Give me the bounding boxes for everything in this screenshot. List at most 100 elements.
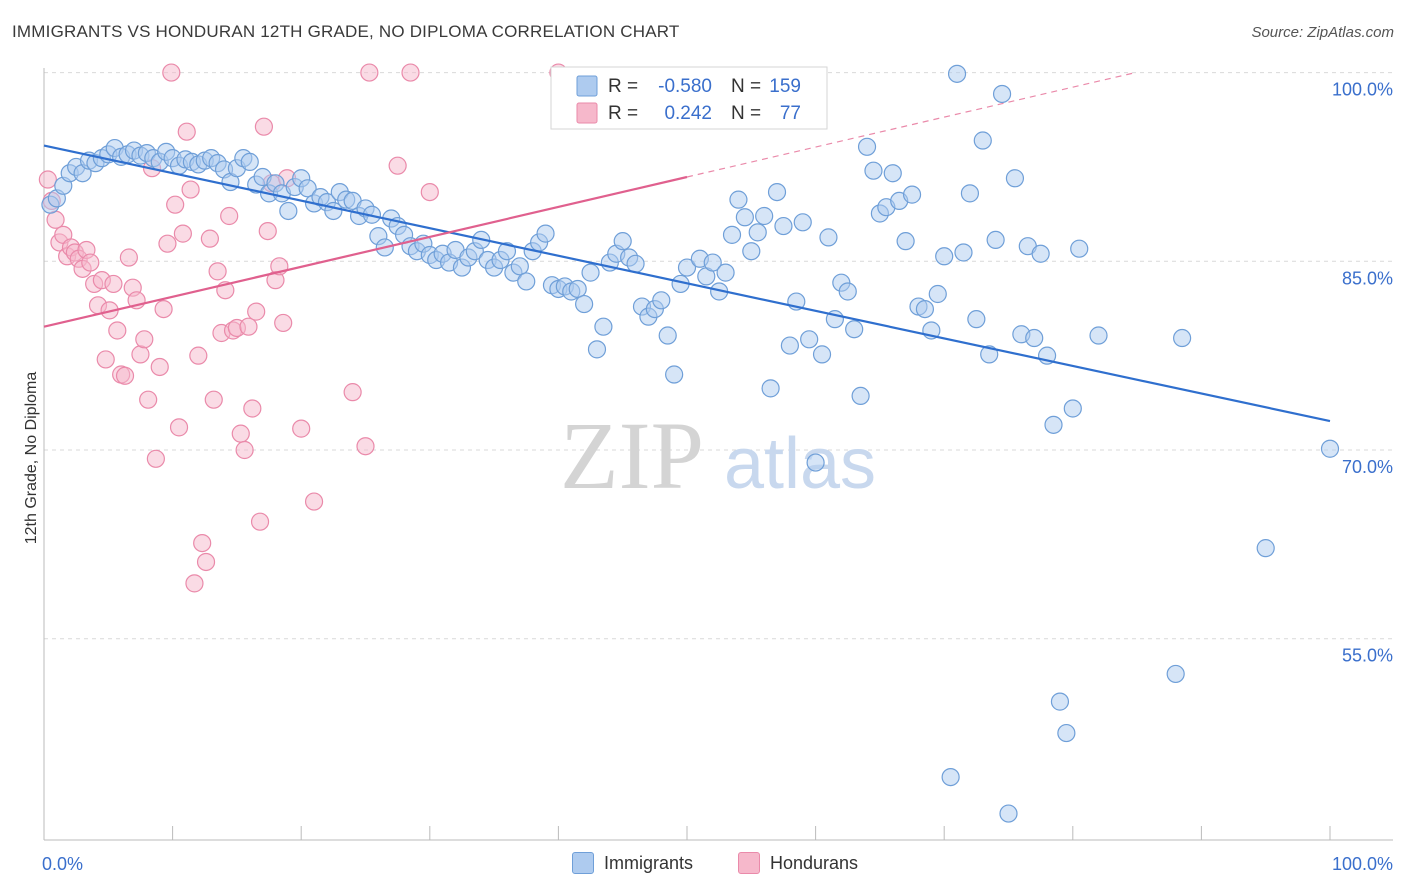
immigrant-point <box>1063 399 1082 418</box>
honduran-point <box>135 330 154 349</box>
honduran-point <box>108 321 127 340</box>
immigrant-point <box>1070 239 1089 258</box>
watermark-atlas: atlas <box>724 424 876 504</box>
immigrant-point <box>812 345 832 364</box>
honduran-point <box>185 574 204 593</box>
legend-n-label-2: N = <box>731 103 761 124</box>
immigrant-point <box>851 386 870 406</box>
immigrant-point <box>947 64 967 83</box>
immigrant-point <box>928 284 947 304</box>
honduran-point <box>356 437 375 456</box>
legend-n-value-1: 159 <box>769 76 801 97</box>
honduran-point <box>254 117 274 136</box>
immigrant-point <box>935 247 954 266</box>
honduran-point <box>200 229 219 248</box>
legend-item-hondurans[interactable]: Hondurans <box>738 852 858 874</box>
y-axis-label: 12th Grade, No Diploma <box>23 372 40 545</box>
honduran-point <box>220 206 239 226</box>
legend-swatch-hondurans <box>738 852 760 874</box>
immigrant-point <box>703 253 722 272</box>
immigrant-point <box>1025 328 1044 348</box>
immigrant-point <box>999 804 1018 823</box>
immigrant-point <box>517 272 536 291</box>
immigrant-point <box>774 216 793 236</box>
immigrant-point <box>1166 664 1185 684</box>
honduran-point <box>38 170 57 189</box>
honduran-point <box>388 156 407 175</box>
honduran-point <box>96 350 115 369</box>
honduran-point <box>274 313 293 333</box>
honduran-point <box>250 512 270 531</box>
honduran-point <box>150 357 169 377</box>
legend-r-value-1: -0.580 <box>658 76 712 97</box>
honduran-point <box>146 449 165 468</box>
immigrant-point <box>510 257 529 276</box>
immigrant-point <box>986 230 1005 250</box>
immigrant-point <box>1031 244 1050 263</box>
immigrant-point <box>298 179 317 198</box>
honduran-point <box>158 234 177 253</box>
honduran-point <box>139 390 158 409</box>
honduran-point <box>343 383 362 402</box>
honduran-point <box>115 366 135 385</box>
immigrant-point <box>980 345 999 364</box>
immigrant-point <box>568 279 587 299</box>
immigrant-point <box>1320 439 1340 458</box>
legend-swatch-immigrants <box>576 75 598 97</box>
hondurans-trend-line <box>43 175 688 328</box>
honduran-point <box>166 195 185 214</box>
trend-lines <box>43 71 1331 423</box>
honduran-point <box>154 299 173 319</box>
immigrant-point <box>960 184 980 203</box>
immigrant-point <box>793 213 812 232</box>
honduran-point <box>131 345 150 364</box>
stats-legend: R = -0.580 N = 159 R = 0.242 N = 77 <box>550 66 828 130</box>
chart-title: IMMIGRANTS VS HONDURAN 12TH GRADE, NO DI… <box>12 22 680 41</box>
immigrant-point <box>742 242 761 261</box>
legend-n-value-2: 77 <box>780 103 801 124</box>
honduran-point <box>119 248 138 267</box>
honduran-point <box>243 399 262 418</box>
honduran-point <box>231 424 250 443</box>
watermark: ZIP atlas <box>560 402 876 509</box>
honduran-point <box>235 440 254 460</box>
immigrants-trend-line <box>43 144 1331 423</box>
legend-swatch-hondurans <box>576 102 598 124</box>
immigrant-point <box>240 152 259 172</box>
honduran-point <box>177 122 196 141</box>
immigrant-point <box>819 228 838 247</box>
legend-r-value-2: 0.242 <box>664 103 712 124</box>
honduran-point <box>193 533 212 553</box>
immigrant-point <box>954 243 973 262</box>
immigrant-point <box>1005 169 1025 188</box>
honduran-point <box>162 63 181 82</box>
watermark-zip: ZIP <box>560 402 704 509</box>
legend-r-label-2: R = <box>608 103 638 124</box>
immigrant-point <box>1057 723 1076 743</box>
immigrant-point <box>279 201 298 221</box>
honduran-point <box>196 552 216 572</box>
immigrant-point <box>896 232 915 251</box>
immigrant-point <box>857 137 877 156</box>
legend-swatch-immigrants <box>572 852 594 874</box>
legend-item-immigrants[interactable]: Immigrants <box>572 852 693 874</box>
immigrant-point <box>652 291 671 310</box>
immigrant-point <box>1173 328 1192 348</box>
immigrant-point <box>735 208 754 227</box>
tick-labels: 100.0% 85.0% 70.0% 55.0% 0.0% 100.0% <box>42 80 1393 874</box>
honduran-point <box>247 302 266 321</box>
immigrant-point <box>845 320 864 339</box>
immigrant-point <box>575 294 594 314</box>
honduran-point <box>208 262 227 281</box>
immigrant-point <box>755 206 774 226</box>
immigrant-point <box>658 326 677 345</box>
immigrant-point <box>626 254 645 273</box>
y-tick-label-3: 55.0% <box>1342 646 1393 666</box>
immigrant-point <box>967 310 986 329</box>
y-tick-label-0: 100.0% <box>1332 80 1393 100</box>
bottom-legend: Immigrants Hondurans <box>0 852 1406 880</box>
immigrant-point <box>748 223 767 242</box>
immigrant-point <box>587 340 607 359</box>
immigrant-point <box>536 224 555 243</box>
